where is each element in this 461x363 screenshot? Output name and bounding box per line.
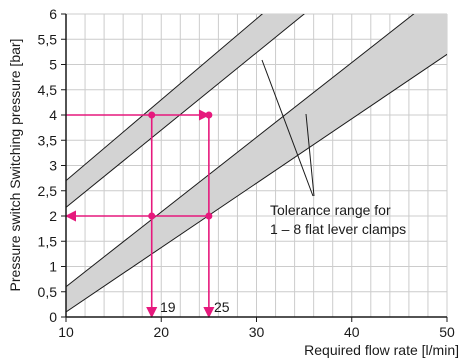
y-tick-label: 2,5 [38,183,58,199]
band-2-upper-edge [66,14,415,288]
y-tick-label: 5 [49,57,57,73]
tolerance-note-line2: 1 – 8 flat lever clamps [270,221,406,237]
y-tick-label: 0,5 [38,284,58,300]
x-tick-label: 50 [439,324,455,340]
reading-point [148,212,156,220]
tolerance-band-2 [66,14,447,312]
tolerance-pointer-1 [261,59,314,197]
x-axis-label: Required flow rate [l/min] [304,342,459,358]
mark-label-25: 25 [214,299,230,315]
x-tick-label: 30 [249,324,265,340]
tolerance-bands [66,14,447,313]
mark-label-19: 19 [160,299,176,315]
y-tick-label: 6 [49,6,57,22]
x-tick-label: 40 [344,324,360,340]
y-tick-label: 0 [49,309,57,325]
band-2-lower-edge [66,53,447,313]
y-tick-label: 3,5 [38,132,58,148]
tolerance-pointer-2 [305,113,315,197]
y-tick-label: 5,5 [38,31,58,47]
reading-lines [64,109,215,319]
y-tick-label: 1 [49,259,57,275]
tick-labels: 0 0,5 1 1,5 2 2,5 3 3,5 4 4,5 5 5,5 6 10 20 30 40 50 [38,6,455,340]
y-tick-label: 3 [49,158,57,174]
x-tick-label: 20 [153,324,169,340]
reading-point [205,111,213,119]
tolerance-note-line1: Tolerance range for [270,202,391,218]
y-tick-label: 1,5 [38,233,58,249]
y-tick-label: 2 [49,208,57,224]
y-tick-label: 4 [49,107,57,123]
x-tick-label: 10 [58,324,74,340]
y-axis-label: Pressure switch Switching pressure [bar] [7,39,23,292]
band-1-upper-edge [66,14,263,182]
reading-point [205,212,213,220]
y-tick-label: 4,5 [38,82,58,98]
grid-lines [65,13,448,318]
reading-point [148,111,156,119]
band-1-lower-edge [66,14,305,208]
